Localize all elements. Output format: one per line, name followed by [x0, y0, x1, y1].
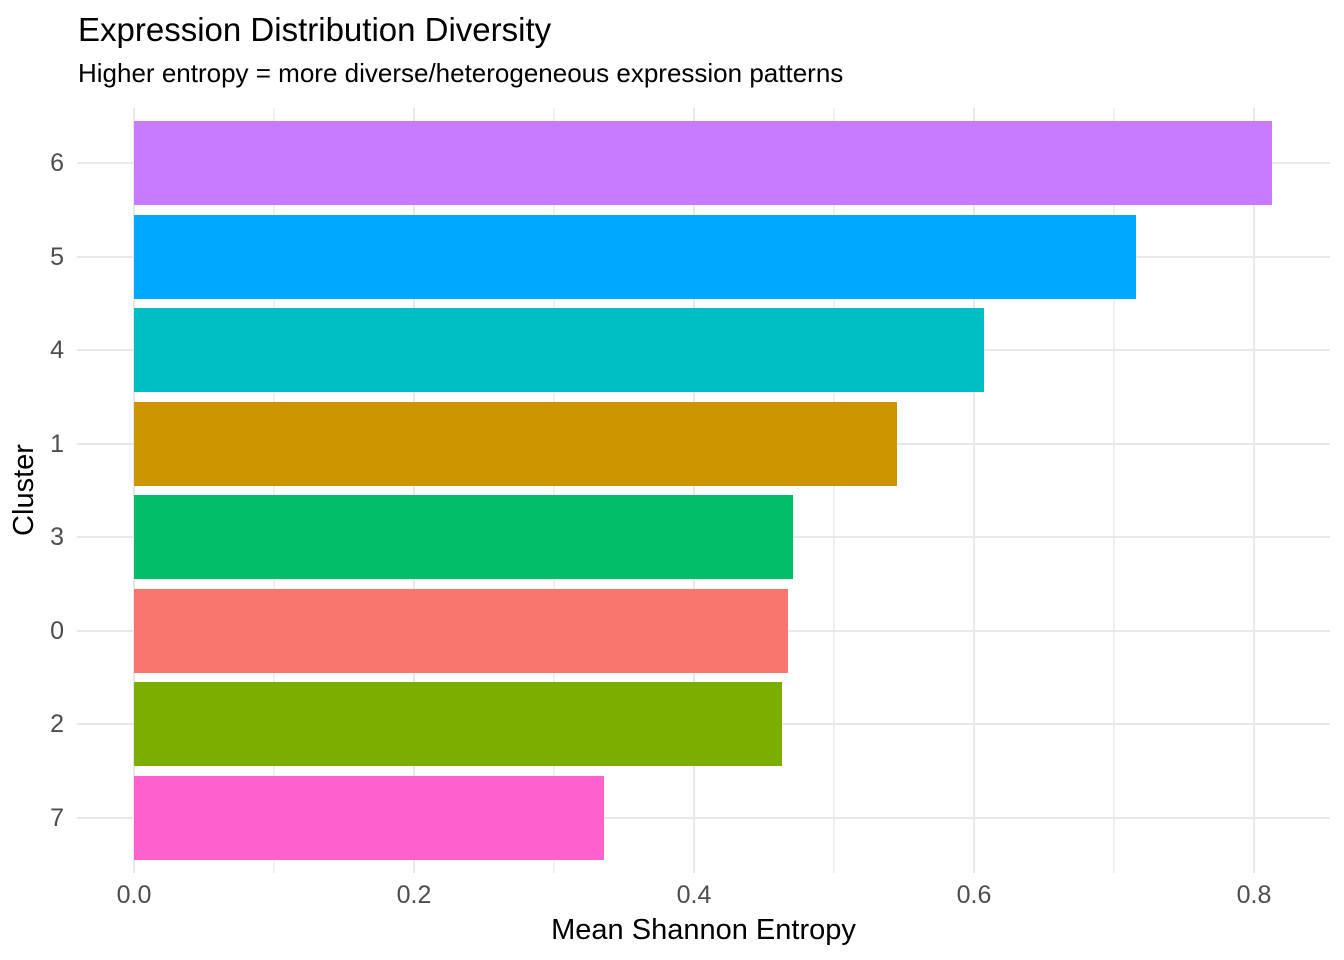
y-tick-label-7: 7: [50, 803, 64, 832]
y-tick-label-1: 1: [50, 429, 64, 458]
gridline-vertical-major: [413, 108, 415, 873]
y-tick-label-0: 0: [50, 616, 64, 645]
y-tick-label-5: 5: [50, 242, 64, 271]
x-tick-label-0.8: 0.8: [1236, 881, 1272, 909]
gridline-vertical-minor: [553, 108, 555, 873]
x-tick-label-0.2: 0.2: [396, 881, 432, 909]
x-tick-label-0.4: 0.4: [676, 881, 712, 909]
chart-title: Expression Distribution Diversity: [78, 11, 552, 48]
bar-cluster-0: [134, 588, 788, 673]
gridline-vertical-major: [693, 108, 695, 873]
bar-cluster-6: [134, 121, 1272, 205]
y-tick-label-2: 2: [50, 710, 64, 738]
y-tick-label-4: 4: [50, 336, 64, 364]
gridline-vertical-major: [973, 108, 975, 873]
bar-cluster-4: [134, 308, 984, 392]
x-axis-title: Mean Shannon Entropy: [551, 914, 856, 946]
x-tick-label-0.6: 0.6: [956, 881, 992, 909]
bar-cluster-5: [134, 214, 1136, 299]
y-tick-label-3: 3: [50, 523, 64, 551]
y-axis-title: Cluster: [8, 444, 40, 536]
bar-cluster-2: [134, 682, 782, 766]
bar-cluster-7: [134, 775, 604, 860]
plot-panel: [77, 108, 1330, 873]
chart-subtitle: Higher entropy = more diverse/heterogene…: [78, 58, 844, 88]
y-tick-label-6: 6: [50, 149, 64, 177]
gridline-vertical-major: [1253, 108, 1255, 873]
gridline-vertical-minor: [833, 108, 835, 873]
gridline-vertical-minor: [1113, 108, 1115, 873]
bar-cluster-1: [134, 401, 897, 486]
x-tick-label-0.0: 0.0: [116, 881, 152, 909]
gridline-vertical-minor: [273, 108, 275, 873]
bar-cluster-3: [134, 495, 793, 579]
gridline-vertical-major: [133, 108, 135, 873]
gridline-horizontal-major: [77, 816, 1330, 819]
